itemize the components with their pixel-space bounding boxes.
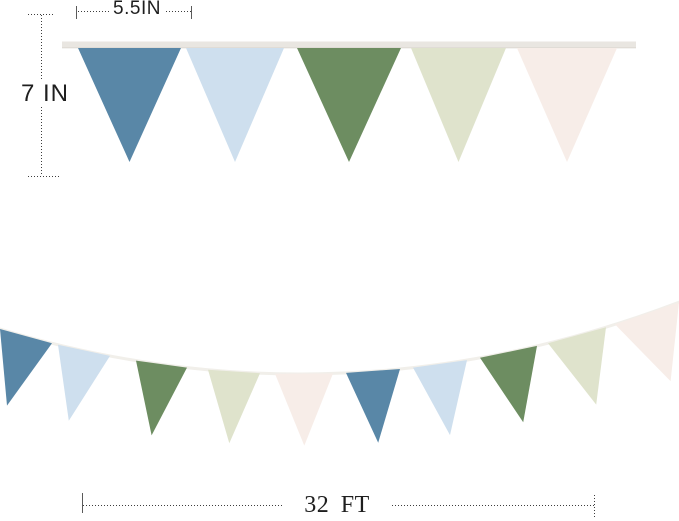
height-dim-tick-bottom bbox=[28, 176, 60, 177]
banner-length-label: 32 FT bbox=[304, 492, 370, 518]
ribbon-shadow-edge bbox=[62, 47, 636, 49]
pennant-flag-cream bbox=[517, 48, 617, 162]
height-dim-tick-top bbox=[28, 14, 55, 15]
width-dim-line-left bbox=[78, 11, 111, 12]
pennant-flag-pale-sage bbox=[411, 48, 506, 162]
length-dim-tick-left bbox=[82, 493, 83, 513]
top-banner bbox=[78, 48, 617, 162]
pennant-flag-cream bbox=[275, 373, 333, 446]
length-dim-line-right bbox=[392, 505, 594, 506]
length-dim-tick-right bbox=[594, 495, 595, 517]
pennant-flag-sage-green bbox=[136, 360, 187, 436]
pennant-flag-cream bbox=[615, 302, 679, 382]
pennant-flag-dusty-blue bbox=[0, 329, 52, 406]
bottom-banner bbox=[0, 302, 679, 446]
height-dim-line-upper bbox=[41, 15, 42, 79]
hanging-ribbon bbox=[62, 41, 636, 48]
pennant-flag-dusty-blue bbox=[78, 48, 181, 162]
pennant-flag-sage-green bbox=[297, 48, 401, 162]
pennant-flag-dusty-blue bbox=[346, 369, 400, 443]
pennant-flag-sage-green bbox=[480, 345, 537, 423]
width-dim-line-right bbox=[166, 11, 191, 12]
flag-height-label: 7 IN bbox=[20, 80, 69, 107]
pennant-flag-light-blue bbox=[58, 344, 110, 421]
length-dim-line-left bbox=[83, 505, 283, 506]
width-dim-tick-right bbox=[191, 6, 192, 19]
pennant-flag-light-blue bbox=[186, 48, 284, 162]
pennant-flag-light-blue bbox=[413, 360, 467, 436]
pennant-flag-pale-sage bbox=[208, 369, 260, 444]
width-dim-tick-left bbox=[76, 6, 77, 19]
flag-width-label: 5.5IN bbox=[113, 0, 161, 19]
height-dim-line-lower bbox=[41, 107, 42, 175]
pennant-flag-pale-sage bbox=[548, 327, 606, 405]
